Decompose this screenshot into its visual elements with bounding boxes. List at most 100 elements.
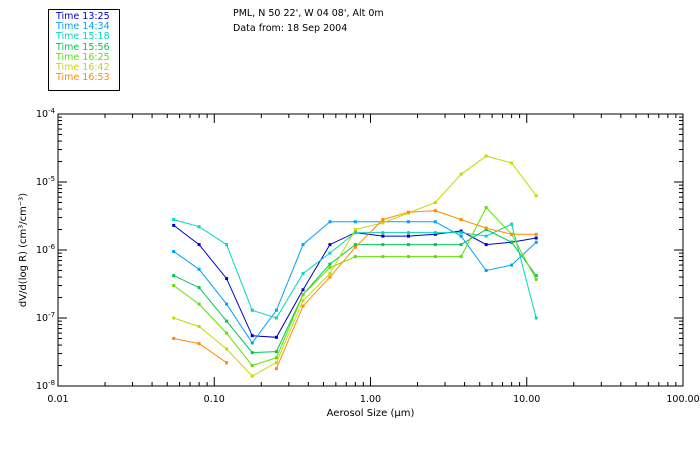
data-point — [328, 266, 332, 270]
data-point — [534, 274, 538, 278]
data-point — [381, 234, 385, 238]
data-point — [534, 316, 538, 320]
data-point — [328, 220, 332, 224]
data-point — [406, 210, 410, 214]
data-point — [225, 331, 229, 335]
data-point — [225, 361, 229, 365]
data-point — [250, 334, 254, 338]
y-tick-label: 10-6 — [36, 243, 56, 256]
data-point — [353, 245, 357, 249]
data-point — [172, 274, 176, 278]
data-point — [197, 342, 201, 346]
data-point — [484, 206, 488, 210]
data-point — [328, 251, 332, 255]
data-point — [301, 272, 305, 276]
data-point — [328, 243, 332, 247]
data-point — [433, 220, 437, 224]
data-point — [301, 243, 305, 247]
data-point — [225, 277, 229, 281]
data-point — [197, 302, 201, 306]
data-point — [534, 277, 538, 281]
data-point — [172, 250, 176, 254]
data-point — [197, 243, 201, 247]
data-point — [484, 226, 488, 230]
data-point — [225, 243, 229, 247]
data-point — [510, 232, 514, 236]
data-point — [433, 255, 437, 259]
data-point — [225, 302, 229, 306]
y-tick-label: 10-4 — [36, 107, 56, 120]
data-point — [510, 240, 514, 244]
legend-entry: Time 16:42 — [56, 62, 110, 74]
data-point — [250, 308, 254, 312]
data-point — [197, 267, 201, 271]
data-point — [328, 275, 332, 279]
data-point — [172, 218, 176, 222]
data-point — [433, 200, 437, 204]
data-point — [197, 225, 201, 229]
data-point — [510, 222, 514, 226]
data-point — [274, 350, 278, 354]
data-point — [459, 234, 463, 238]
data-point — [406, 234, 410, 238]
data-point — [353, 255, 357, 259]
data-point — [510, 161, 514, 165]
x-tick-label: 1.00 — [360, 394, 381, 405]
data-point — [484, 243, 488, 247]
legend-entry: Time 15:18 — [56, 31, 110, 43]
data-point — [301, 304, 305, 308]
data-point — [301, 299, 305, 303]
data-point — [534, 240, 538, 244]
data-point — [381, 218, 385, 222]
legend-entry: Time 13:25 — [56, 11, 110, 22]
data-point — [274, 316, 278, 320]
x-tick-label: 10.00 — [513, 394, 540, 405]
data-point — [353, 231, 357, 235]
data-point — [274, 361, 278, 365]
data-point — [510, 263, 514, 267]
chart-header: PML, N 50 22', W 04 08', Alt 0m Data fro… — [233, 6, 384, 36]
series-7 — [172, 209, 538, 371]
data-point — [274, 367, 278, 371]
data-point — [301, 288, 305, 292]
data-point — [381, 231, 385, 235]
data-point — [433, 209, 437, 213]
date-line: Data from: 18 Sep 2004 — [233, 23, 348, 34]
data-point — [459, 231, 463, 235]
data-point — [172, 284, 176, 288]
legend-entry: Time 16:53 — [56, 72, 110, 84]
data-point — [197, 286, 201, 290]
legend-entry: Time 16:25 — [56, 51, 110, 63]
data-point — [250, 364, 254, 368]
data-point — [534, 236, 538, 240]
data-point — [433, 243, 437, 247]
series-5 — [172, 206, 538, 368]
plot-frame — [57, 113, 684, 387]
data-point — [484, 154, 488, 158]
data-point — [433, 232, 437, 236]
data-point — [250, 341, 254, 345]
data-point — [406, 243, 410, 247]
data-point — [406, 231, 410, 235]
x-tick-label: 0.01 — [47, 394, 68, 405]
data-point — [459, 229, 463, 233]
data-point — [274, 356, 278, 360]
data-point — [301, 293, 305, 297]
data-point — [328, 272, 332, 276]
data-point — [328, 262, 332, 266]
series-2 — [172, 220, 538, 345]
x-tick-label: 100.00 — [666, 394, 699, 405]
legend: Time 13:25 Time 14:34 Time 15:18 Time 15:56… — [48, 9, 120, 91]
data-point — [534, 232, 538, 236]
data-point — [172, 316, 176, 320]
data-point — [172, 223, 176, 227]
data-point — [225, 319, 229, 323]
data-point — [484, 268, 488, 272]
data-point — [433, 231, 437, 235]
location-line: PML, N 50 22', W 04 08', Alt 0m — [233, 8, 384, 19]
legend-entry: Time 15:56 — [56, 41, 110, 53]
data-point — [250, 374, 254, 378]
data-point — [274, 308, 278, 312]
data-point — [484, 234, 488, 238]
